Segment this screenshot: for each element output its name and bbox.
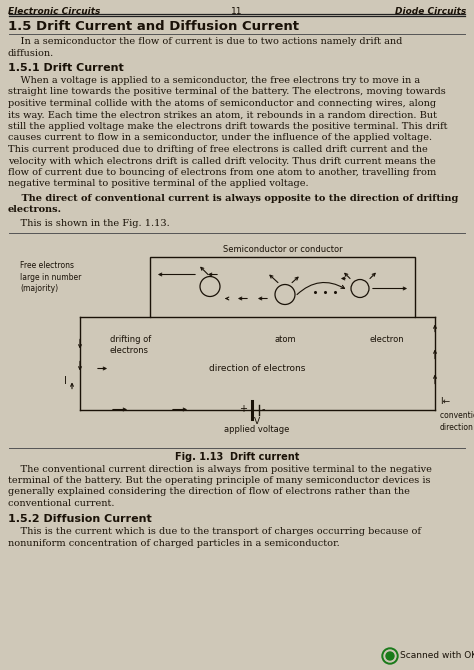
- Text: still the applied voltage make the electrons drift towards the positive terminal: still the applied voltage make the elect…: [8, 122, 447, 131]
- Bar: [150, 257, 415, 316]
- Text: This is the current which is due to the transport of charges occurring because o: This is the current which is due to the …: [8, 527, 421, 537]
- Text: drifting of
electrons: drifting of electrons: [110, 334, 151, 354]
- Text: 1.5.1 Drift Current: 1.5.1 Drift Current: [8, 63, 124, 73]
- Text: The conventional current direction is always from positive terminal to the negat: The conventional current direction is al…: [8, 464, 432, 474]
- Circle shape: [384, 650, 396, 662]
- Text: This is shown in the Fig. 1.13.: This is shown in the Fig. 1.13.: [8, 219, 170, 228]
- Text: Diode Circuits: Diode Circuits: [395, 7, 466, 16]
- Text: I←: I←: [440, 397, 450, 406]
- Text: atom: atom: [275, 334, 297, 344]
- Text: applied voltage: applied voltage: [224, 425, 290, 435]
- Text: Semiconductor or conductor: Semiconductor or conductor: [223, 245, 342, 255]
- Text: direction of electrons: direction of electrons: [210, 364, 306, 373]
- Text: In a semiconductor the flow of current is due to two actions namely drift and: In a semiconductor the flow of current i…: [8, 37, 402, 46]
- Text: negative terminal to positive terminal of the applied voltage.: negative terminal to positive terminal o…: [8, 180, 309, 188]
- Text: Fig. 1.13  Drift current: Fig. 1.13 Drift current: [175, 452, 299, 462]
- Text: -: -: [262, 405, 265, 415]
- Text: conventional current.: conventional current.: [8, 499, 115, 508]
- Text: nonuniform concentration of charged particles in a semiconductor.: nonuniform concentration of charged part…: [8, 539, 340, 548]
- Text: The direct of conventional current is always opposite to the direction of drifti: The direct of conventional current is al…: [8, 194, 458, 203]
- Text: 1.5.2 Diffusion Current: 1.5.2 Diffusion Current: [8, 515, 152, 525]
- Text: 1.5 Drift Current and Diffusion Current: 1.5 Drift Current and Diffusion Current: [8, 20, 299, 33]
- Text: Scanned with OKEN Scanner: Scanned with OKEN Scanner: [400, 651, 474, 661]
- Text: causes current to flow in a semiconductor, under the influence of the applied vo: causes current to flow in a semiconducto…: [8, 133, 432, 143]
- Text: terminal of the battery. But the operating principle of many semiconductor devic: terminal of the battery. But the operati…: [8, 476, 430, 485]
- Circle shape: [382, 648, 398, 664]
- Text: When a voltage is applied to a semiconductor, the free electrons try to move in : When a voltage is applied to a semicondu…: [8, 76, 420, 85]
- Text: flow of current due to bouncing of electrons from one atom to another, travellin: flow of current due to bouncing of elect…: [8, 168, 436, 177]
- Text: electrons.: electrons.: [8, 206, 62, 214]
- Text: velocity with which electrons drift is called drift velocity. Thus drift current: velocity with which electrons drift is c…: [8, 157, 436, 165]
- Text: electron: electron: [370, 334, 405, 344]
- Text: positive terminal collide with the atoms of semiconductor and connecting wires, : positive terminal collide with the atoms…: [8, 99, 436, 108]
- Text: I: I: [64, 377, 67, 387]
- Text: Electronic Circuits: Electronic Circuits: [8, 7, 100, 16]
- Text: diffusion.: diffusion.: [8, 48, 54, 58]
- Text: straight line towards the positive terminal of the battery. The electrons, movin: straight line towards the positive termi…: [8, 88, 446, 96]
- Text: This current produced due to drifting of free electrons is called drift current : This current produced due to drifting of…: [8, 145, 428, 154]
- Text: 11: 11: [231, 7, 243, 16]
- Circle shape: [386, 652, 394, 660]
- FancyArrowPatch shape: [297, 283, 345, 295]
- Text: its way. Each time the electron strikes an atom, it rebounds in a random directi: its way. Each time the electron strikes …: [8, 111, 437, 119]
- Text: conventional current
direction: conventional current direction: [440, 411, 474, 431]
- Text: +: +: [239, 405, 247, 415]
- Text: generally explained considering the direction of flow of electrons rather than t: generally explained considering the dire…: [8, 488, 410, 496]
- Text: Free electrons
large in number
(majority): Free electrons large in number (majority…: [20, 261, 82, 293]
- Text: V: V: [254, 417, 260, 427]
